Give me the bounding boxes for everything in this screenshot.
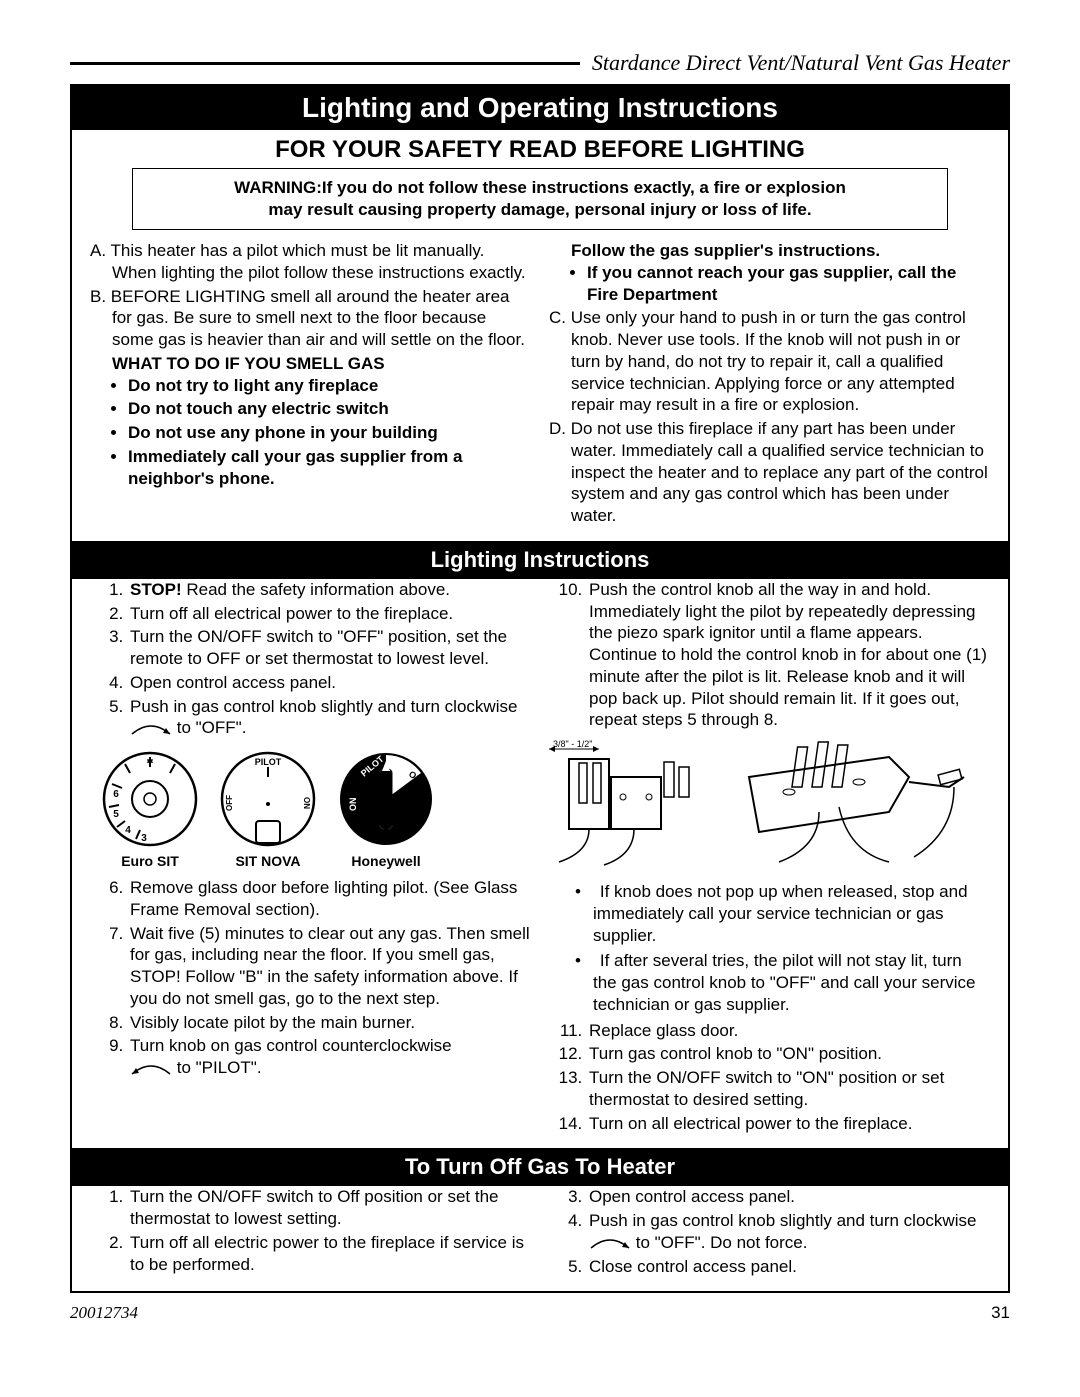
knob-label: SIT NOVA bbox=[218, 853, 318, 871]
step-2: Turn off all electrical power to the fir… bbox=[128, 603, 531, 625]
follow-supplier: Follow the gas supplier's instructions. bbox=[549, 240, 990, 262]
warning-line-2: may result causing property damage, pers… bbox=[147, 199, 933, 221]
sitnova-knob-icon: PILOT OFF ON bbox=[218, 749, 318, 849]
knob-eurosit: ✱ 6 5 4 3 Euro SIT bbox=[100, 749, 200, 871]
step-7: Wait five (5) minutes to clear out any g… bbox=[128, 923, 531, 1010]
pilot-note-1: • If knob does not pop up when released,… bbox=[593, 881, 990, 946]
eurosit-knob-icon: ✱ 6 5 4 3 bbox=[100, 749, 200, 849]
turnoff-step-2: Turn off all electric power to the firep… bbox=[128, 1232, 531, 1276]
counterclockwise-arrow-icon bbox=[130, 1062, 172, 1076]
dim-label: 3/8" - 1/2" bbox=[553, 739, 592, 749]
turnoff-4-a: Push in gas control knob slightly and tu… bbox=[589, 1211, 976, 1230]
lighting-steps-right: Push the control knob all the way in and… bbox=[549, 579, 990, 731]
page: Stardance Direct Vent/Natural Vent Gas H… bbox=[0, 0, 1080, 1353]
header-rule bbox=[70, 62, 580, 65]
smell-bullet: Do not try to light any fireplace bbox=[128, 375, 531, 397]
footer: 20012734 31 bbox=[70, 1303, 1010, 1323]
header-row: Stardance Direct Vent/Natural Vent Gas H… bbox=[70, 50, 1010, 76]
pilot-diagram-1-icon: 3/8" - 1/2" bbox=[549, 737, 719, 867]
main-title-bar: Lighting and Operating Instructions bbox=[72, 86, 1008, 130]
turnoff-right-col: Open control access panel. Push in gas c… bbox=[549, 1186, 990, 1279]
turnoff-left-col: Turn the ON/OFF switch to Off position o… bbox=[90, 1186, 531, 1279]
knob-label: Euro SIT bbox=[100, 853, 200, 871]
safety-item-d: D. Do not use this fireplace if any part… bbox=[549, 418, 990, 527]
step-8: Visibly locate pilot by the main burner. bbox=[128, 1012, 531, 1034]
svg-text:ON: ON bbox=[302, 797, 311, 809]
content-box: Lighting and Operating Instructions FOR … bbox=[70, 84, 1010, 1293]
warning-box: WARNING:If you do not follow these instr… bbox=[132, 168, 948, 230]
honeywell-knob-icon: PILOT OFF ON bbox=[336, 749, 436, 849]
turnoff-step-4: Push in gas control knob slightly and tu… bbox=[587, 1210, 990, 1254]
turnoff-step-1: Turn the ON/OFF switch to Off position o… bbox=[128, 1186, 531, 1230]
pilot-notes: • If knob does not pop up when released,… bbox=[549, 881, 990, 1016]
svg-text:OFF: OFF bbox=[225, 795, 234, 811]
svg-text:6: 6 bbox=[113, 789, 119, 800]
lighting-left-col: STOP! Read the safety information above.… bbox=[90, 579, 531, 1137]
product-title: Stardance Direct Vent/Natural Vent Gas H… bbox=[592, 50, 1010, 76]
step-5: Push in gas control knob slightly and tu… bbox=[128, 696, 531, 740]
step-1: STOP! Read the safety information above. bbox=[128, 579, 531, 601]
document-number: 20012734 bbox=[70, 1303, 138, 1323]
smell-bullet: Immediately call your gas supplier from … bbox=[128, 446, 531, 490]
clockwise-arrow-icon bbox=[130, 722, 172, 736]
fire-dept-bullet-list: If you cannot reach your gas supplier, c… bbox=[549, 262, 990, 306]
smell-gas-heading: WHAT TO DO IF YOU SMELL GAS bbox=[90, 353, 531, 375]
smell-gas-bullets: Do not try to light any fireplace Do not… bbox=[90, 375, 531, 490]
turnoff-4-b: to "OFF". Do not force. bbox=[636, 1233, 808, 1252]
turnoff-step-5: Close control access panel. bbox=[587, 1256, 990, 1278]
smell-bullet: Do not use any phone in your building bbox=[128, 422, 531, 444]
safety-right-col: Follow the gas supplier's instructions. … bbox=[549, 240, 990, 529]
step-1-stop: STOP! bbox=[130, 580, 182, 599]
step-9-a: Turn knob on gas control counterclockwis… bbox=[130, 1036, 452, 1055]
turnoff-columns: Turn the ON/OFF switch to Off position o… bbox=[72, 1186, 1008, 1291]
turnoff-steps-left: Turn the ON/OFF switch to Off position o… bbox=[90, 1186, 531, 1275]
knob-diagram-row: ✱ 6 5 4 3 Euro SIT PILOT OFF bbox=[90, 749, 531, 871]
page-number: 31 bbox=[991, 1303, 1010, 1323]
smell-bullet: Do not touch any electric switch bbox=[128, 398, 531, 420]
turnoff-steps-right: Open control access panel. Push in gas c… bbox=[549, 1186, 990, 1277]
svg-text:4: 4 bbox=[125, 825, 131, 836]
step-5-a: Push in gas control knob slightly and tu… bbox=[130, 697, 517, 716]
lighting-steps-left-2: Remove glass door before lighting pilot.… bbox=[90, 877, 531, 1079]
clockwise-arrow-icon bbox=[589, 1236, 631, 1250]
warning-line-1: WARNING:If you do not follow these instr… bbox=[147, 177, 933, 199]
knob-sitnova: PILOT OFF ON SIT NOVA bbox=[218, 749, 318, 871]
lighting-right-col: Push the control knob all the way in and… bbox=[549, 579, 990, 1137]
step-1-rest: Read the safety information above. bbox=[182, 580, 450, 599]
svg-text:PILOT: PILOT bbox=[255, 757, 282, 767]
lighting-columns: STOP! Read the safety information above.… bbox=[72, 579, 1008, 1149]
step-12: Turn gas control knob to "ON" position. bbox=[587, 1043, 990, 1065]
safety-item-c: C. Use only your hand to push in or turn… bbox=[549, 307, 990, 416]
safety-heading: FOR YOUR SAFETY READ BEFORE LIGHTING bbox=[72, 130, 1008, 168]
pilot-note-2: • If after several tries, the pilot will… bbox=[593, 950, 990, 1015]
step-6: Remove glass door before lighting pilot.… bbox=[128, 877, 531, 921]
step-11: Replace glass door. bbox=[587, 1020, 990, 1042]
step-3: Turn the ON/OFF switch to "OFF" position… bbox=[128, 626, 531, 670]
safety-columns: A. This heater has a pilot which must be… bbox=[72, 240, 1008, 541]
step-9: Turn knob on gas control counterclockwis… bbox=[128, 1035, 531, 1079]
step-14: Turn on all electrical power to the fire… bbox=[587, 1113, 990, 1135]
knob-label: Honeywell bbox=[336, 853, 436, 871]
step-5-b: to "OFF". bbox=[177, 718, 247, 737]
lighting-steps-left: STOP! Read the safety information above.… bbox=[90, 579, 531, 739]
knob-honeywell: PILOT OFF ON Honeywell bbox=[336, 749, 436, 871]
safety-item-b: B. BEFORE LIGHTING smell all around the … bbox=[90, 286, 531, 351]
lighting-title-bar: Lighting Instructions bbox=[72, 541, 1008, 579]
svg-text:✱: ✱ bbox=[147, 757, 154, 766]
svg-text:ON: ON bbox=[348, 798, 358, 812]
lighting-steps-right-2: Replace glass door. Turn gas control kno… bbox=[549, 1020, 990, 1135]
pilot-assembly-diagrams: 3/8" - 1/2" bbox=[549, 737, 990, 867]
fire-dept-bullet: If you cannot reach your gas supplier, c… bbox=[587, 262, 990, 306]
safety-left-col: A. This heater has a pilot which must be… bbox=[90, 240, 531, 529]
step-9-b: to "PILOT". bbox=[177, 1058, 262, 1077]
pilot-diagram-2-icon bbox=[739, 737, 969, 867]
svg-text:3: 3 bbox=[141, 833, 147, 844]
step-10: Push the control knob all the way in and… bbox=[587, 579, 990, 731]
safety-item-a: A. This heater has a pilot which must be… bbox=[90, 240, 531, 284]
turnoff-step-3: Open control access panel. bbox=[587, 1186, 990, 1208]
step-13: Turn the ON/OFF switch to "ON" position … bbox=[587, 1067, 990, 1111]
svg-text:5: 5 bbox=[113, 809, 119, 820]
step-4: Open control access panel. bbox=[128, 672, 531, 694]
turnoff-title-bar: To Turn Off Gas To Heater bbox=[72, 1148, 1008, 1186]
